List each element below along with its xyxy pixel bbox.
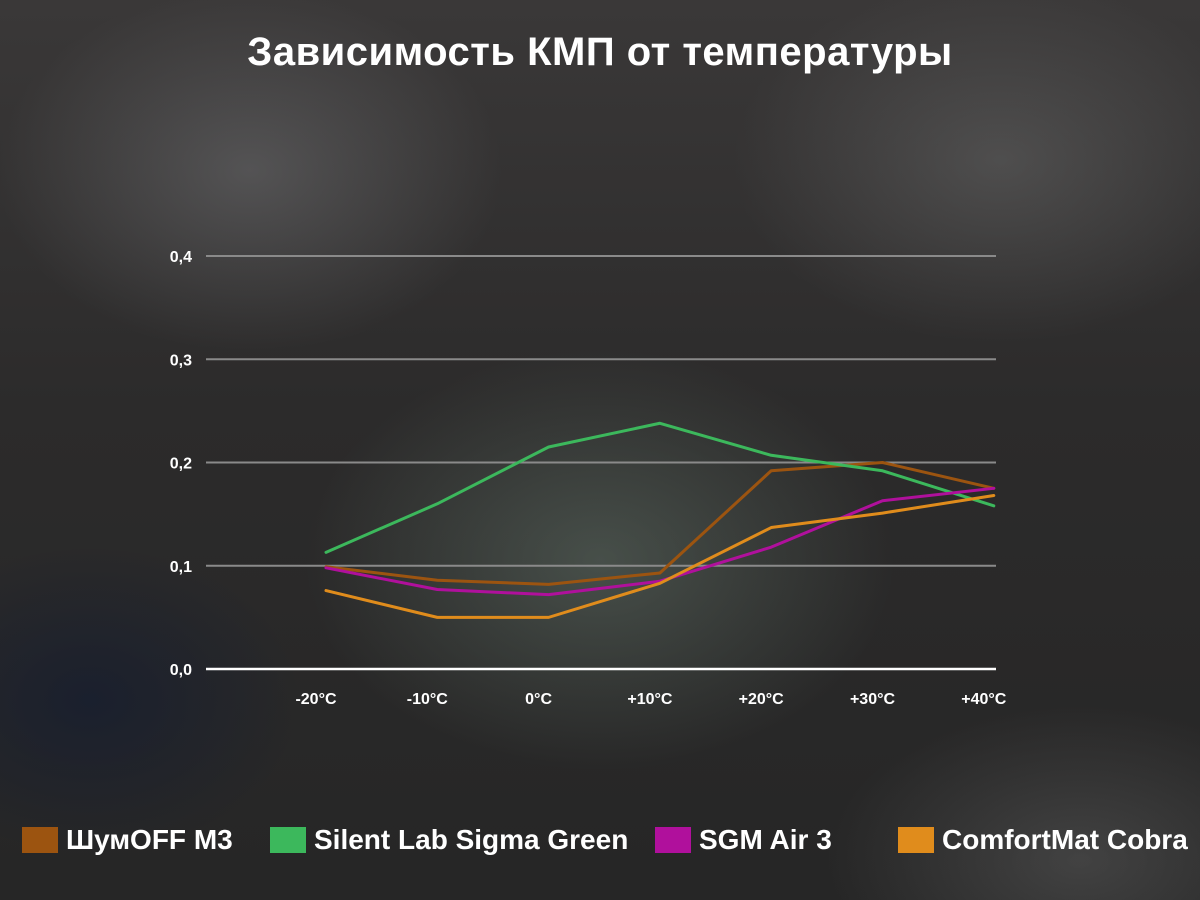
x-tick-label: +20°C bbox=[739, 691, 785, 708]
y-tick-label: 0,1 bbox=[170, 559, 192, 576]
series-line bbox=[324, 461, 996, 586]
x-tick-label: +10°C bbox=[627, 691, 673, 708]
legend-label: ComfortMat Cobra bbox=[942, 824, 1188, 855]
legend-item: ШумOFF M3 bbox=[22, 820, 233, 860]
legend-item: ComfortMat Cobra bbox=[898, 820, 1188, 860]
series-line bbox=[324, 421, 996, 554]
x-tick-label: +40°C bbox=[961, 691, 1007, 708]
legend-swatch bbox=[655, 827, 691, 853]
x-tick-label: -10°C bbox=[407, 691, 449, 708]
legend-swatch bbox=[270, 827, 306, 853]
legend-label: SGM Air 3 bbox=[699, 824, 832, 855]
x-tick-label: +30°C bbox=[850, 691, 896, 708]
legend-label: Silent Lab Sigma Green bbox=[314, 824, 629, 855]
y-tick-label: 0,2 bbox=[170, 456, 192, 473]
chart-legend: ШумOFF M3 Silent Lab Sigma Green SGM Air 3… bbox=[0, 820, 1200, 860]
series-line bbox=[324, 494, 996, 619]
legend-item: SGM Air 3 bbox=[655, 820, 832, 860]
chart-title: Зависимость КМП от температуры bbox=[247, 30, 953, 74]
series-line bbox=[324, 486, 996, 597]
legend-label: ШумOFF M3 bbox=[66, 824, 233, 855]
y-tick-label: 0,0 bbox=[170, 662, 192, 679]
legend-swatch bbox=[898, 827, 934, 853]
x-tick-label: -20°C bbox=[295, 691, 337, 708]
y-tick-label: 0,4 bbox=[170, 249, 192, 266]
x-tick-label: 0°C bbox=[525, 691, 552, 708]
y-tick-label: 0,3 bbox=[170, 352, 192, 369]
legend-swatch bbox=[22, 827, 58, 853]
legend-item: Silent Lab Sigma Green bbox=[270, 820, 628, 860]
